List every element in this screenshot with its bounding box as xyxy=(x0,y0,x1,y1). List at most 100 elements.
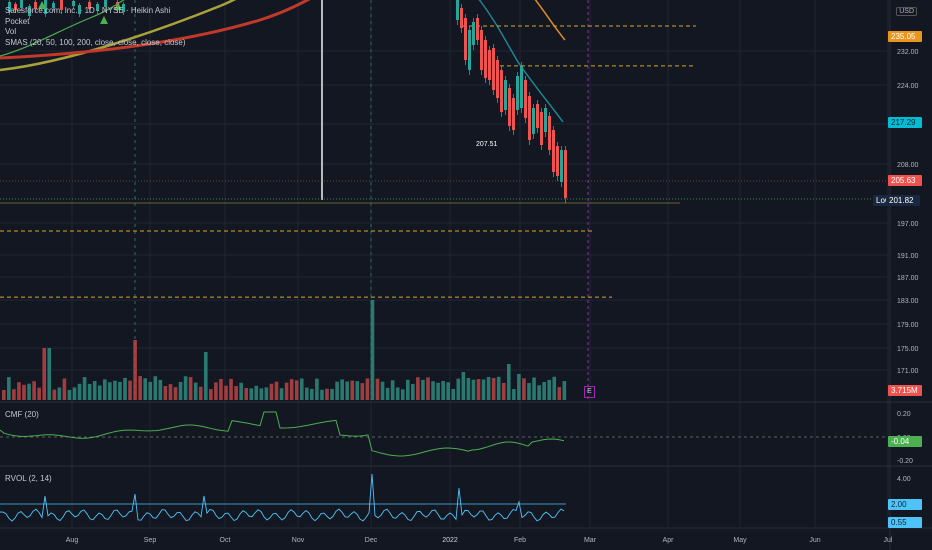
earnings-marker[interactable]: E xyxy=(584,386,595,398)
volume-bar xyxy=(299,378,304,400)
candle xyxy=(504,80,507,110)
volume-bar xyxy=(103,379,107,400)
candle xyxy=(60,0,63,10)
volume-bar xyxy=(537,385,541,400)
rvol-line xyxy=(0,473,565,522)
x-tick-label: Sep xyxy=(144,537,157,544)
volume-bar xyxy=(451,388,456,400)
candle xyxy=(78,5,81,14)
sma-20-line xyxy=(0,0,125,57)
volume-bar xyxy=(219,379,223,400)
x-tick-label: Mar xyxy=(584,537,597,544)
volume-bar xyxy=(507,364,511,400)
candle xyxy=(556,146,559,176)
volume-bar xyxy=(375,378,380,400)
volume-bar xyxy=(198,386,203,400)
candle xyxy=(88,2,91,9)
candle xyxy=(508,88,511,126)
candle xyxy=(72,1,75,6)
volume-bar xyxy=(27,383,31,400)
volume-bar xyxy=(481,379,486,400)
candle xyxy=(122,4,125,12)
volume-bar xyxy=(57,387,62,400)
volume-bar xyxy=(234,386,238,400)
rvol-pane: 4.00 xyxy=(0,473,911,522)
x-tick-label: Oct xyxy=(220,537,231,544)
sma-cyan-tag: 217.29 xyxy=(888,117,922,128)
cmf-tick-label: 0.20 xyxy=(897,411,911,418)
volume-bar xyxy=(193,382,198,400)
candle xyxy=(560,150,563,182)
candle xyxy=(104,0,107,7)
volume-bar xyxy=(188,377,193,400)
y-tick-label: 197.00 xyxy=(897,221,919,228)
y-tick-label: 224.00 xyxy=(897,83,919,90)
horizontal-levels xyxy=(0,25,890,298)
candle xyxy=(552,130,555,172)
x-tick-label: Jun xyxy=(809,537,820,544)
rvol-label[interactable]: RVOL (2, 14) xyxy=(5,474,52,483)
volume-bar xyxy=(426,377,430,400)
volume-bar xyxy=(491,378,496,400)
volume-bar xyxy=(431,381,435,400)
candle xyxy=(520,66,523,108)
volume-bar xyxy=(421,379,425,400)
legend-smas[interactable]: SMAS (20, 50, 100, 200, close, close, cl… xyxy=(5,37,186,47)
volume-bar xyxy=(47,348,52,400)
cmf-tick-label: -0.20 xyxy=(897,458,913,465)
volume-bar xyxy=(325,388,329,400)
volume-bar xyxy=(254,385,259,400)
volume-bar xyxy=(274,381,279,400)
volume-bar xyxy=(400,389,405,400)
candle xyxy=(492,48,495,90)
candle xyxy=(484,40,487,78)
y-tick-label: 232.00 xyxy=(897,49,919,56)
candle xyxy=(540,112,543,145)
volume-bar xyxy=(385,387,390,400)
currency-label[interactable]: USD xyxy=(896,7,917,16)
legend-vol[interactable]: Vol xyxy=(5,27,17,36)
x-tick-label: Jul xyxy=(884,537,893,544)
legend-pocket[interactable]: Pocket xyxy=(5,16,30,26)
volume-bar xyxy=(259,388,264,400)
volume-bar xyxy=(158,379,163,400)
volume-bar xyxy=(446,382,450,400)
price-axis[interactable]: 232.00224.00216.00208.00197.00191.00187.… xyxy=(897,49,919,375)
cmf-value-tag: -0.04 xyxy=(888,436,922,447)
candle xyxy=(536,104,539,128)
volume-bar xyxy=(42,348,46,400)
candle xyxy=(532,108,535,134)
rvol-value-tag: 0.55 xyxy=(888,517,922,528)
volume-bar xyxy=(289,379,294,400)
sma-lines xyxy=(0,0,566,123)
volume-bar xyxy=(365,378,370,400)
x-tick-label: Nov xyxy=(292,537,305,544)
volume-bar xyxy=(512,389,516,400)
volume-bar xyxy=(214,382,218,400)
volume-bar xyxy=(204,352,208,400)
x-tick-label: Dec xyxy=(365,537,378,544)
candle xyxy=(488,50,491,80)
candle xyxy=(464,18,467,60)
volume-bar xyxy=(32,381,36,400)
cmf-label[interactable]: CMF (20) xyxy=(5,410,39,419)
volume-bar xyxy=(486,377,491,400)
candle xyxy=(516,76,519,110)
volume-bar xyxy=(456,378,461,400)
sma-orange-tag: 235.05 xyxy=(888,31,922,42)
volume-bar xyxy=(370,300,375,400)
volume-bar xyxy=(416,377,420,400)
volume-bar xyxy=(113,380,117,400)
volume-bar xyxy=(87,383,92,400)
y-tick-label: 187.00 xyxy=(897,275,919,282)
low-label: Low xyxy=(873,195,894,206)
legend-symbol[interactable]: Salesforce.com, Inc. · 1D · NYSE · Heiki… xyxy=(5,6,171,15)
volume-tag: 3.715M xyxy=(888,385,922,396)
candle xyxy=(14,4,17,10)
time-axis[interactable]: Aug Sep Oct Nov Dec 2022 Feb Mar Apr May Jun Jul xyxy=(66,537,893,544)
volume-bar xyxy=(143,378,147,400)
candle xyxy=(456,0,459,20)
volume-bar xyxy=(269,383,274,400)
y-tick-label: 171.00 xyxy=(897,368,919,375)
